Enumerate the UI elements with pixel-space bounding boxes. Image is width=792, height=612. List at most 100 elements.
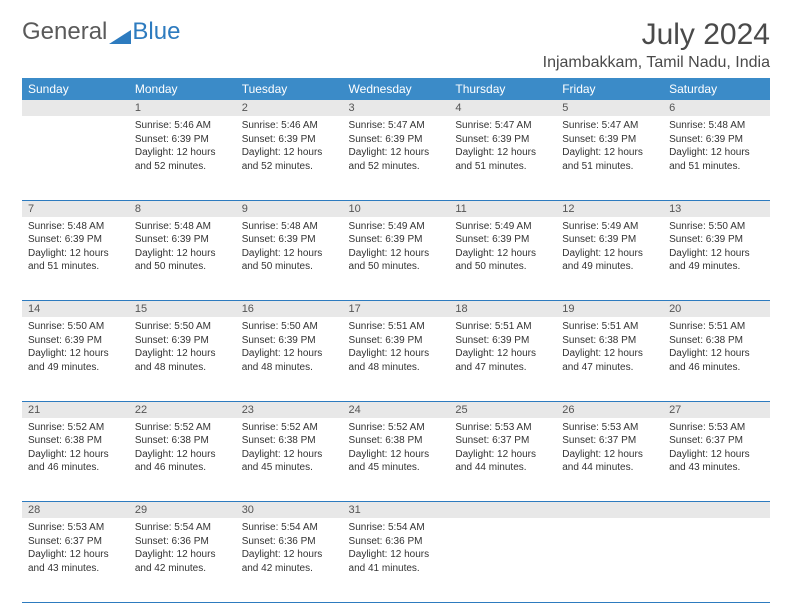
sunrise-line: Sunrise: 5:54 AM <box>242 521 337 535</box>
day-number-cell: 2 <box>236 100 343 116</box>
sunrise-line: Sunrise: 5:53 AM <box>562 421 657 435</box>
daylight-line: Daylight: 12 hours and 42 minutes. <box>242 548 337 575</box>
daylight-line: Daylight: 12 hours and 47 minutes. <box>562 347 657 374</box>
day-number-cell: 18 <box>449 301 556 318</box>
day-content-cell: Sunrise: 5:52 AMSunset: 6:38 PMDaylight:… <box>343 418 450 502</box>
daylight-line: Daylight: 12 hours and 47 minutes. <box>455 347 550 374</box>
daylight-line: Daylight: 12 hours and 46 minutes. <box>135 448 230 475</box>
sunset-line: Sunset: 6:39 PM <box>669 233 764 247</box>
day-details: Sunrise: 5:48 AMSunset: 6:39 PMDaylight:… <box>236 217 343 277</box>
day-number-cell: 20 <box>663 301 770 318</box>
calendar-table: SundayMondayTuesdayWednesdayThursdayFrid… <box>22 78 770 603</box>
day-number-cell: 29 <box>129 502 236 519</box>
day-number-cell <box>22 100 129 116</box>
sunrise-line: Sunrise: 5:49 AM <box>455 220 550 234</box>
daylight-line: Daylight: 12 hours and 52 minutes. <box>135 146 230 173</box>
day-content-cell: Sunrise: 5:49 AMSunset: 6:39 PMDaylight:… <box>449 217 556 301</box>
day-number-row: 28293031 <box>22 502 770 519</box>
sunrise-line: Sunrise: 5:47 AM <box>455 119 550 133</box>
day-content-cell: Sunrise: 5:53 AMSunset: 6:37 PMDaylight:… <box>663 418 770 502</box>
sunrise-line: Sunrise: 5:51 AM <box>562 320 657 334</box>
daylight-line: Daylight: 12 hours and 42 minutes. <box>135 548 230 575</box>
sunset-line: Sunset: 6:39 PM <box>135 233 230 247</box>
sunrise-line: Sunrise: 5:49 AM <box>349 220 444 234</box>
logo-text-2: Blue <box>132 18 180 46</box>
day-content-cell: Sunrise: 5:53 AMSunset: 6:37 PMDaylight:… <box>449 418 556 502</box>
day-details: Sunrise: 5:50 AMSunset: 6:39 PMDaylight:… <box>129 317 236 377</box>
sunset-line: Sunset: 6:39 PM <box>135 334 230 348</box>
sunrise-line: Sunrise: 5:48 AM <box>28 220 123 234</box>
day-number-cell: 11 <box>449 200 556 217</box>
day-details: Sunrise: 5:48 AMSunset: 6:39 PMDaylight:… <box>22 217 129 277</box>
day-content-row: Sunrise: 5:52 AMSunset: 6:38 PMDaylight:… <box>22 418 770 502</box>
sunset-line: Sunset: 6:39 PM <box>455 334 550 348</box>
day-content-cell: Sunrise: 5:54 AMSunset: 6:36 PMDaylight:… <box>129 518 236 602</box>
day-number-cell: 27 <box>663 401 770 418</box>
day-details: Sunrise: 5:50 AMSunset: 6:39 PMDaylight:… <box>236 317 343 377</box>
day-details: Sunrise: 5:50 AMSunset: 6:39 PMDaylight:… <box>663 217 770 277</box>
day-details: Sunrise: 5:52 AMSunset: 6:38 PMDaylight:… <box>343 418 450 478</box>
sunset-line: Sunset: 6:37 PM <box>455 434 550 448</box>
daylight-line: Daylight: 12 hours and 49 minutes. <box>28 347 123 374</box>
sunset-line: Sunset: 6:39 PM <box>669 133 764 147</box>
sunset-line: Sunset: 6:38 PM <box>669 334 764 348</box>
day-content-cell: Sunrise: 5:52 AMSunset: 6:38 PMDaylight:… <box>22 418 129 502</box>
day-number-cell: 23 <box>236 401 343 418</box>
day-details: Sunrise: 5:54 AMSunset: 6:36 PMDaylight:… <box>129 518 236 578</box>
sunrise-line: Sunrise: 5:52 AM <box>242 421 337 435</box>
day-number-cell: 4 <box>449 100 556 116</box>
weekday-header: Friday <box>556 78 663 100</box>
sunrise-line: Sunrise: 5:50 AM <box>242 320 337 334</box>
logo: General Blue <box>22 18 180 46</box>
day-number-cell: 13 <box>663 200 770 217</box>
weekday-header: Thursday <box>449 78 556 100</box>
day-details: Sunrise: 5:52 AMSunset: 6:38 PMDaylight:… <box>129 418 236 478</box>
day-number-cell: 3 <box>343 100 450 116</box>
day-number-cell: 5 <box>556 100 663 116</box>
sunset-line: Sunset: 6:39 PM <box>242 233 337 247</box>
sunset-line: Sunset: 6:38 PM <box>562 334 657 348</box>
day-number-cell: 16 <box>236 301 343 318</box>
day-details: Sunrise: 5:46 AMSunset: 6:39 PMDaylight:… <box>129 116 236 176</box>
day-content-cell: Sunrise: 5:47 AMSunset: 6:39 PMDaylight:… <box>556 116 663 200</box>
daylight-line: Daylight: 12 hours and 48 minutes. <box>242 347 337 374</box>
day-details: Sunrise: 5:54 AMSunset: 6:36 PMDaylight:… <box>236 518 343 578</box>
weekday-header: Wednesday <box>343 78 450 100</box>
sunset-line: Sunset: 6:37 PM <box>669 434 764 448</box>
logo-text-1: General <box>22 18 107 46</box>
day-details: Sunrise: 5:49 AMSunset: 6:39 PMDaylight:… <box>343 217 450 277</box>
logo-triangle-icon <box>109 23 131 41</box>
daylight-line: Daylight: 12 hours and 50 minutes. <box>349 247 444 274</box>
sunrise-line: Sunrise: 5:51 AM <box>349 320 444 334</box>
day-content-row: Sunrise: 5:48 AMSunset: 6:39 PMDaylight:… <box>22 217 770 301</box>
location: Injambakkam, Tamil Nadu, India <box>543 54 770 72</box>
day-number-cell: 21 <box>22 401 129 418</box>
day-content-cell: Sunrise: 5:50 AMSunset: 6:39 PMDaylight:… <box>236 317 343 401</box>
day-content-cell: Sunrise: 5:50 AMSunset: 6:39 PMDaylight:… <box>663 217 770 301</box>
sunset-line: Sunset: 6:39 PM <box>349 334 444 348</box>
day-number-cell: 12 <box>556 200 663 217</box>
day-content-cell <box>556 518 663 602</box>
day-number-cell: 15 <box>129 301 236 318</box>
day-details: Sunrise: 5:51 AMSunset: 6:38 PMDaylight:… <box>663 317 770 377</box>
day-content-cell: Sunrise: 5:53 AMSunset: 6:37 PMDaylight:… <box>556 418 663 502</box>
day-details: Sunrise: 5:48 AMSunset: 6:39 PMDaylight:… <box>663 116 770 176</box>
day-details: Sunrise: 5:52 AMSunset: 6:38 PMDaylight:… <box>22 418 129 478</box>
sunset-line: Sunset: 6:39 PM <box>28 233 123 247</box>
title-block: July 2024 Injambakkam, Tamil Nadu, India <box>543 18 770 72</box>
day-content-row: Sunrise: 5:50 AMSunset: 6:39 PMDaylight:… <box>22 317 770 401</box>
calendar-body: 123456Sunrise: 5:46 AMSunset: 6:39 PMDay… <box>22 100 770 602</box>
sunrise-line: Sunrise: 5:48 AM <box>242 220 337 234</box>
day-content-cell: Sunrise: 5:49 AMSunset: 6:39 PMDaylight:… <box>343 217 450 301</box>
day-content-cell: Sunrise: 5:52 AMSunset: 6:38 PMDaylight:… <box>236 418 343 502</box>
sunrise-line: Sunrise: 5:53 AM <box>669 421 764 435</box>
sunset-line: Sunset: 6:39 PM <box>242 133 337 147</box>
day-content-cell: Sunrise: 5:48 AMSunset: 6:39 PMDaylight:… <box>129 217 236 301</box>
day-number-cell: 30 <box>236 502 343 519</box>
daylight-line: Daylight: 12 hours and 43 minutes. <box>669 448 764 475</box>
daylight-line: Daylight: 12 hours and 43 minutes. <box>28 548 123 575</box>
sunrise-line: Sunrise: 5:50 AM <box>135 320 230 334</box>
day-number-cell: 24 <box>343 401 450 418</box>
day-details: Sunrise: 5:51 AMSunset: 6:39 PMDaylight:… <box>343 317 450 377</box>
day-details: Sunrise: 5:53 AMSunset: 6:37 PMDaylight:… <box>449 418 556 478</box>
